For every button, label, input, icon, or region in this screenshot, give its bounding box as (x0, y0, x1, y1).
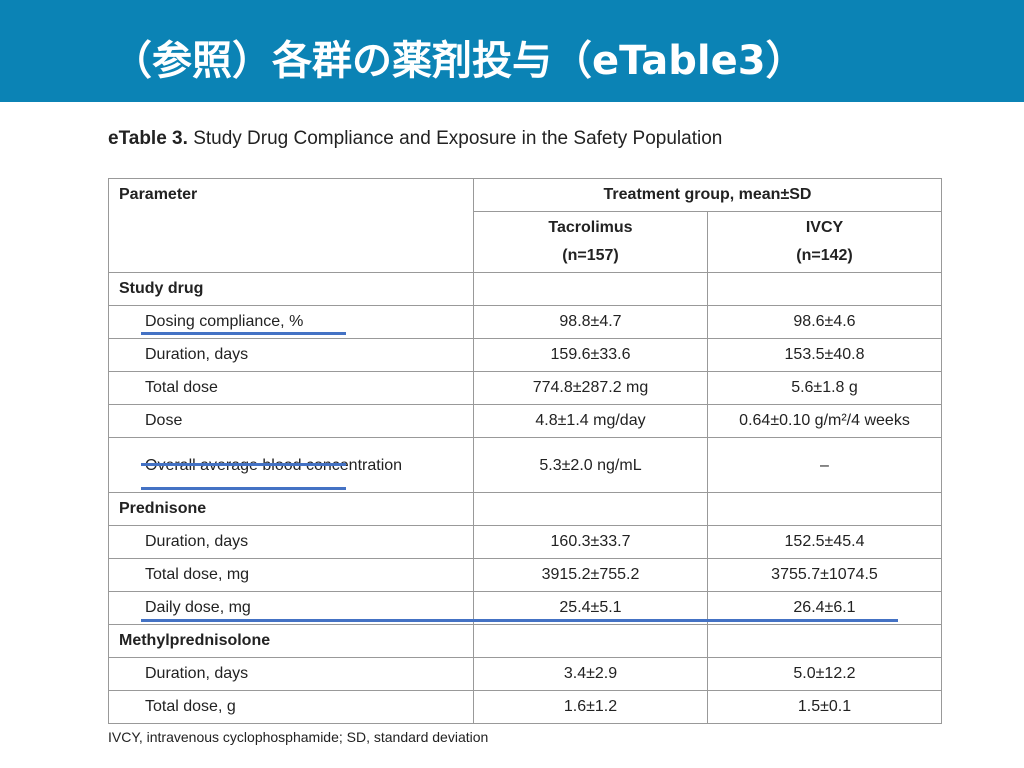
section-row: Study drug (108, 272, 942, 306)
row-label: Total dose, g (108, 690, 474, 724)
data-row: Duration, days 160.3±33.7 152.5±45.4 (108, 525, 942, 559)
data-row: Total dose, g 1.6±1.2 1.5±0.1 (108, 690, 942, 724)
empty-cell (473, 272, 708, 306)
row-label: Dose (108, 404, 474, 438)
highlight-underline (141, 487, 346, 490)
value-cell: 153.5±40.8 (707, 338, 942, 372)
table-caption: eTable 3. Study Drug Compliance and Expo… (108, 128, 722, 150)
empty-cell (707, 624, 942, 658)
row-label: Duration, days (108, 657, 474, 691)
value-cell: 152.5±45.4 (707, 525, 942, 559)
data-row: Dose 4.8±1.4 mg/day 0.64±0.10 g/m²/4 weeks (108, 404, 942, 438)
header-cell: Parameter (108, 178, 474, 273)
highlight-underline (141, 332, 346, 335)
highlight-underline (141, 463, 346, 466)
section-title: Prednisone (108, 492, 474, 526)
value-cell: 1.6±1.2 (473, 690, 708, 724)
group-name: IVCY (805, 219, 844, 236)
slide-title: （参照）各群の薬剤投与（eTable3） (112, 38, 806, 84)
group-name: Tacrolimus (548, 219, 633, 236)
empty-cell (473, 492, 708, 526)
row-label: Total dose, mg (108, 558, 474, 592)
value-cell: 159.6±33.6 (473, 338, 708, 372)
header-row: Tacrolimus (n=157) IVCY (n=142) (109, 211, 942, 273)
caption-label: eTable 3. (108, 128, 188, 149)
empty-cell (707, 492, 942, 526)
section-title: Methylprednisolone (108, 624, 474, 658)
value-cell: – (707, 437, 942, 493)
data-row: Total dose 774.8±287.2 mg 5.6±1.8 g (108, 371, 942, 405)
value-cell: 5.3±2.0 ng/mL (473, 437, 708, 493)
data-row: Duration, days 159.6±33.6 153.5±40.8 (108, 338, 942, 372)
header-row: Parameter Treatment group, mean±SD (108, 178, 942, 273)
section-title: Study drug (108, 272, 474, 306)
value-cell: 3755.7±1074.5 (707, 558, 942, 592)
group-header: IVCY (n=142) (707, 211, 942, 273)
value-cell: 98.8±4.7 (473, 305, 708, 339)
section-row: Prednisone (108, 492, 942, 526)
value-cell: 3.4±2.9 (473, 657, 708, 691)
highlight-underline (141, 619, 898, 622)
row-label: Total dose (108, 371, 474, 405)
header-cell: Treatment group, mean±SD (473, 178, 942, 212)
value-cell: 160.3±33.7 (473, 525, 708, 559)
empty-cell (473, 624, 708, 658)
empty-cell (707, 272, 942, 306)
value-cell: 3915.2±755.2 (473, 558, 708, 592)
value-cell: 774.8±287.2 mg (473, 371, 708, 405)
group-header: Tacrolimus (n=157) (473, 211, 708, 273)
row-label: Duration, days (108, 338, 474, 372)
data-row: Total dose, mg 3915.2±755.2 3755.7±1074.5 (108, 558, 942, 592)
row-label: Duration, days (108, 525, 474, 559)
value-cell: 4.8±1.4 mg/day (473, 404, 708, 438)
data-row: Duration, days 3.4±2.9 5.0±12.2 (108, 657, 942, 691)
footnote: IVCY, intravenous cyclophosphamide; SD, … (108, 729, 489, 745)
group-n: (n=157) (562, 247, 619, 264)
group-n: (n=142) (796, 247, 853, 264)
value-cell: 5.6±1.8 g (707, 371, 942, 405)
value-cell: 1.5±0.1 (707, 690, 942, 724)
value-cell: 5.0±12.2 (707, 657, 942, 691)
value-cell: 0.64±0.10 g/m²/4 weeks (707, 404, 942, 438)
value-cell: 98.6±4.6 (707, 305, 942, 339)
title-bar (0, 0, 1024, 102)
section-row: Methylprednisolone (108, 624, 942, 658)
data-table: Parameter Treatment group, mean±SD Tacroli… (108, 178, 942, 724)
caption-text: Study Drug Compliance and Exposure in th… (193, 128, 723, 149)
